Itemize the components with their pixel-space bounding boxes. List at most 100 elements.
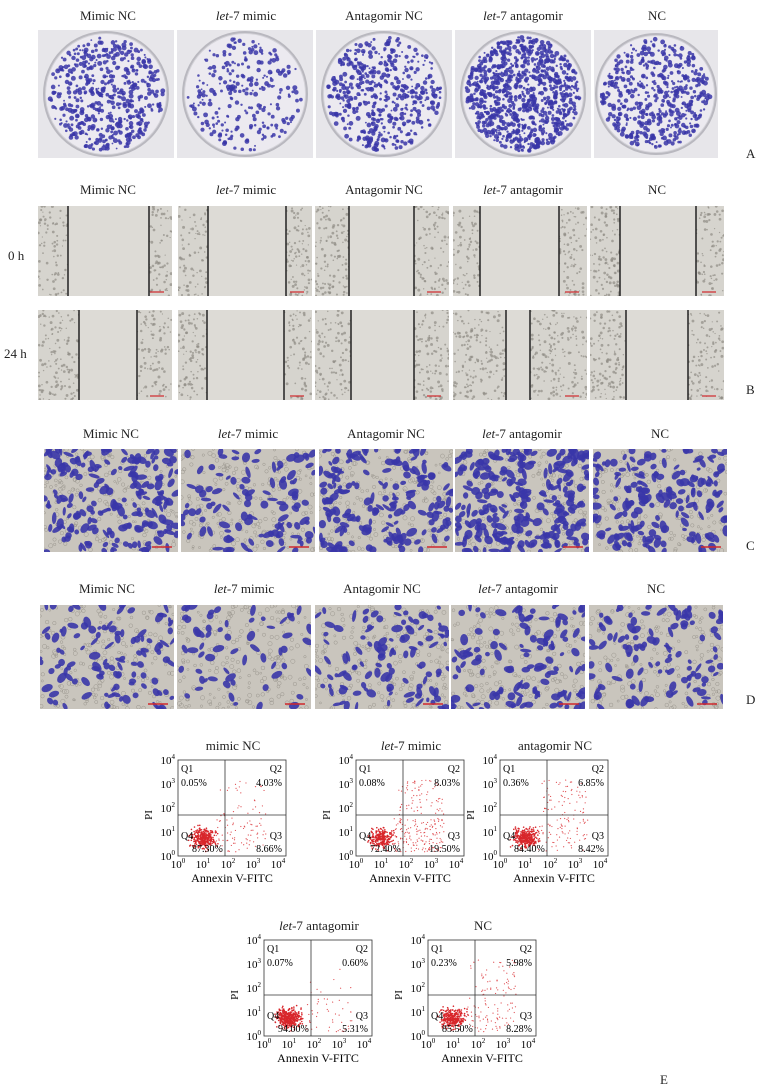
transwell-cell-image (315, 605, 449, 709)
transwell-cell-image (177, 605, 311, 709)
y-tick-label: 104 (247, 933, 262, 947)
y-axis-label: PI (143, 810, 155, 820)
quad-value-q2: 6.85% (578, 778, 604, 789)
c-label-3: let-7 antagomir (482, 426, 562, 441)
x-tick-label: 103 (246, 857, 261, 871)
quad-label-q2: Q2 (356, 944, 368, 955)
quad-value-q1: 0.08% (359, 778, 385, 789)
quad-label-q4: Q4 (431, 1011, 443, 1022)
x-tick-label: 102 (221, 857, 236, 871)
y-axis-label: PI (321, 810, 333, 820)
quad-value-q1: 0.36% (503, 778, 529, 789)
flow-plot-title: mimic NC (178, 738, 288, 754)
y-tick-label: 103 (247, 957, 262, 971)
quad-label-q3: Q3 (356, 1011, 368, 1022)
x-axis-label: Annexin V-FITC (277, 1051, 359, 1062)
wound-healing-image (590, 310, 724, 400)
transwell-cell-image (455, 449, 589, 552)
y-tick-label: 103 (411, 957, 426, 971)
a-label-4: NC (647, 8, 667, 23)
flow-plot-title: NC (428, 918, 538, 934)
quad-value-q4: 84.40% (514, 844, 545, 855)
y-axis-label: PI (229, 990, 241, 1000)
y-tick-label: 102 (483, 801, 498, 815)
flow-title-text: -7 antagomir (292, 918, 359, 933)
wound-healing-image (453, 206, 587, 296)
x-axis-label: Annexin V-FITC (441, 1051, 523, 1062)
x-tick-label: 101 (196, 857, 211, 871)
quad-label-q4: Q4 (503, 831, 515, 842)
panel-letter-e: E (660, 1072, 668, 1087)
transwell-cell-image (319, 449, 453, 552)
d-label-1: let-7 mimic (213, 581, 275, 596)
quad-label-q3: Q3 (520, 1011, 532, 1022)
quad-label-q2: Q2 (270, 764, 282, 775)
transwell-cell-image (40, 605, 174, 709)
wound-healing-image (315, 310, 449, 400)
quad-value-q4: 85.50% (442, 1024, 473, 1035)
quad-value-q3: 8.42% (578, 844, 604, 855)
c-label-2: Antagomir NC (347, 426, 425, 441)
x-axis-label: Annexin V-FITC (369, 871, 451, 882)
y-tick-label: 103 (339, 777, 354, 791)
quad-label-q4: Q4 (267, 1011, 279, 1022)
a-label-0: Mimic NC (80, 8, 136, 23)
y-tick-label: 101 (247, 1005, 262, 1019)
b-label-3: let-7 antagomir (483, 182, 563, 197)
y-tick-label: 101 (339, 825, 354, 839)
quad-value-q4: 87.30% (192, 844, 223, 855)
quad-value-q2: 8.03% (434, 778, 460, 789)
colony-dish-image (316, 30, 452, 158)
b-label-2: Antagomir NC (345, 182, 423, 197)
quad-value-q2: 4.03% (256, 778, 282, 789)
transwell-cell-image (593, 449, 727, 552)
colony-dish-image (594, 30, 718, 158)
x-tick-label: 101 (446, 1037, 461, 1051)
flow-cytometry-plot: let-7 mimic Q1 0.08% Q2 8.03% Q3 19.50% Q4 72.40… (318, 732, 468, 882)
x-tick-label: 104 (357, 1037, 372, 1051)
panel-letter-c: C (746, 538, 755, 553)
quad-label-q4: Q4 (181, 831, 193, 842)
x-tick-label: 101 (282, 1037, 297, 1051)
quad-value-q2: 0.60% (342, 958, 368, 969)
quad-value-q1: 0.23% (431, 958, 457, 969)
b-label-4: NC (647, 182, 667, 197)
x-tick-label: 101 (518, 857, 533, 871)
x-tick-label: 100 (421, 1037, 436, 1051)
d-label-0: Mimic NC (79, 581, 135, 596)
flow-cytometry-plot: NC Q1 0.23% Q2 5.98% Q3 8.28% Q4 85.50% 100 100 101… (390, 912, 540, 1062)
c-label-4: NC (650, 426, 670, 441)
row-label-0h: 0 h (8, 248, 25, 263)
b-label-1: let-7 mimic (215, 182, 277, 197)
quad-value-q3: 5.31% (342, 1024, 368, 1035)
x-tick-label: 103 (568, 857, 583, 871)
transwell-cell-image (589, 605, 723, 709)
flow-title-text: NC (473, 918, 493, 933)
b-label-0: Mimic NC (80, 182, 136, 197)
y-tick-label: 104 (483, 753, 498, 767)
a-label-2: Antagomir NC (345, 8, 423, 23)
flow-cytometry-plot: antagomir NC Q1 0.36% Q2 6.85% Q3 8.42% Q4 84.40… (462, 732, 612, 882)
x-tick-label: 102 (471, 1037, 486, 1051)
wound-healing-image (315, 206, 449, 296)
wound-healing-image (178, 206, 312, 296)
y-tick-label: 102 (247, 981, 262, 995)
y-tick-label: 102 (411, 981, 426, 995)
x-axis-label: Annexin V-FITC (513, 871, 595, 882)
x-tick-label: 104 (271, 857, 286, 871)
y-tick-label: 102 (161, 801, 176, 815)
panel-letter-a: A (746, 146, 756, 161)
y-tick-label: 101 (411, 1005, 426, 1019)
flow-plot-title: let-7 antagomir (264, 918, 374, 934)
y-tick-label: 104 (339, 753, 354, 767)
a-label-3: let-7 antagomir (483, 8, 563, 23)
quad-label-q1: Q1 (503, 764, 515, 775)
y-tick-label: 101 (161, 825, 176, 839)
transwell-cell-image (44, 449, 178, 552)
quad-label-q3: Q3 (592, 831, 604, 842)
y-tick-label: 104 (161, 753, 176, 767)
x-tick-label: 100 (493, 857, 508, 871)
d-label-4: NC (646, 581, 666, 596)
panel-letter-b: B (746, 382, 755, 397)
x-tick-label: 102 (543, 857, 558, 871)
